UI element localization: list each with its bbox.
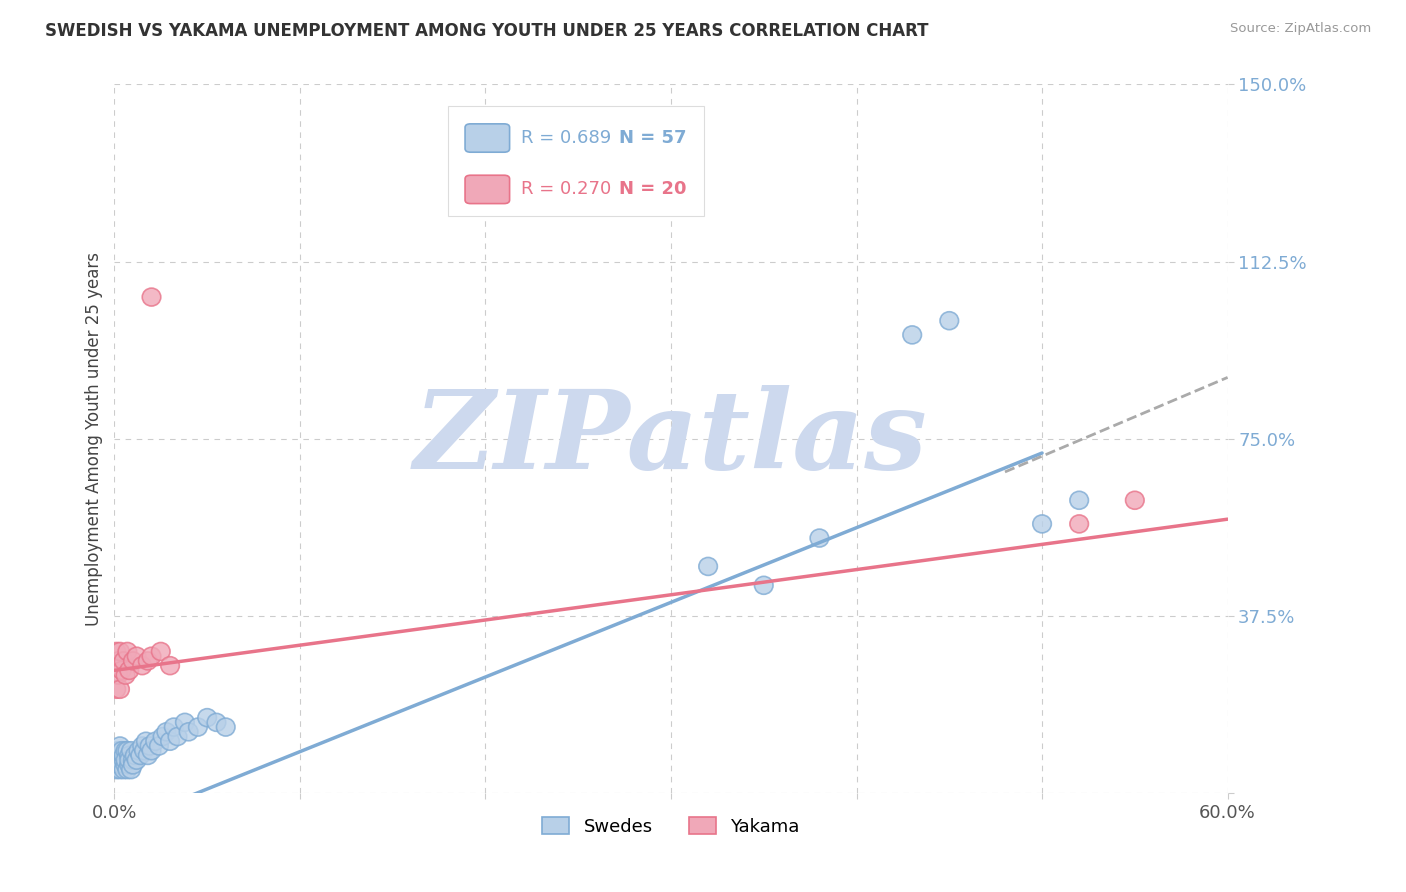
Ellipse shape xyxy=(157,723,176,740)
Legend: Swedes, Yakama: Swedes, Yakama xyxy=(534,810,807,843)
Ellipse shape xyxy=(111,761,129,779)
Text: ZIPatlas: ZIPatlas xyxy=(415,385,928,492)
Ellipse shape xyxy=(117,742,135,760)
Ellipse shape xyxy=(107,747,125,764)
Ellipse shape xyxy=(142,288,160,306)
Ellipse shape xyxy=(198,708,217,727)
Ellipse shape xyxy=(1126,491,1144,509)
Ellipse shape xyxy=(146,732,165,750)
Ellipse shape xyxy=(108,652,128,670)
Ellipse shape xyxy=(111,642,129,660)
Ellipse shape xyxy=(1070,515,1088,533)
Text: Source: ZipAtlas.com: Source: ZipAtlas.com xyxy=(1230,22,1371,36)
Ellipse shape xyxy=(903,326,921,343)
Ellipse shape xyxy=(134,657,152,674)
Ellipse shape xyxy=(139,747,157,764)
Ellipse shape xyxy=(129,742,148,760)
Ellipse shape xyxy=(122,761,141,779)
Ellipse shape xyxy=(112,756,131,774)
Text: R = 0.689: R = 0.689 xyxy=(520,129,612,147)
Text: N = 57: N = 57 xyxy=(619,129,686,147)
Ellipse shape xyxy=(122,742,141,760)
Ellipse shape xyxy=(120,661,139,680)
Ellipse shape xyxy=(142,648,160,665)
Ellipse shape xyxy=(120,756,139,774)
Ellipse shape xyxy=(111,737,129,755)
Ellipse shape xyxy=(117,751,135,769)
Ellipse shape xyxy=(139,652,157,670)
Ellipse shape xyxy=(111,756,129,774)
FancyBboxPatch shape xyxy=(465,175,509,203)
Ellipse shape xyxy=(125,747,143,764)
Ellipse shape xyxy=(699,558,717,575)
Ellipse shape xyxy=(135,742,153,760)
Ellipse shape xyxy=(128,648,146,665)
FancyBboxPatch shape xyxy=(465,124,509,153)
Text: R = 0.270: R = 0.270 xyxy=(520,180,612,198)
Ellipse shape xyxy=(755,576,773,594)
Ellipse shape xyxy=(118,642,136,660)
Text: SWEDISH VS YAKAMA UNEMPLOYMENT AMONG YOUTH UNDER 25 YEARS CORRELATION CHART: SWEDISH VS YAKAMA UNEMPLOYMENT AMONG YOU… xyxy=(45,22,928,40)
Ellipse shape xyxy=(180,723,198,740)
Ellipse shape xyxy=(118,742,136,760)
Ellipse shape xyxy=(1070,491,1088,509)
Ellipse shape xyxy=(112,661,131,680)
Ellipse shape xyxy=(136,732,155,750)
Ellipse shape xyxy=(810,529,828,547)
Ellipse shape xyxy=(114,751,134,769)
Ellipse shape xyxy=(120,751,139,769)
Ellipse shape xyxy=(117,756,135,774)
Ellipse shape xyxy=(114,747,134,764)
Ellipse shape xyxy=(141,737,159,755)
Ellipse shape xyxy=(107,681,125,698)
Ellipse shape xyxy=(111,747,129,764)
Ellipse shape xyxy=(124,652,142,670)
Ellipse shape xyxy=(941,311,959,330)
Ellipse shape xyxy=(124,751,142,769)
Ellipse shape xyxy=(160,732,180,750)
Ellipse shape xyxy=(142,742,160,760)
Ellipse shape xyxy=(108,742,128,760)
Text: N = 20: N = 20 xyxy=(619,180,686,198)
Ellipse shape xyxy=(160,657,180,674)
Ellipse shape xyxy=(112,751,131,769)
Ellipse shape xyxy=(153,728,172,746)
Ellipse shape xyxy=(107,761,125,779)
Ellipse shape xyxy=(165,718,183,736)
Ellipse shape xyxy=(118,761,136,779)
Ellipse shape xyxy=(108,756,128,774)
Ellipse shape xyxy=(111,681,129,698)
Ellipse shape xyxy=(108,666,128,684)
Ellipse shape xyxy=(114,761,134,779)
Ellipse shape xyxy=(188,718,207,736)
Ellipse shape xyxy=(149,737,169,755)
Ellipse shape xyxy=(169,728,187,746)
Ellipse shape xyxy=(107,642,125,660)
Ellipse shape xyxy=(108,751,128,769)
Ellipse shape xyxy=(217,718,235,736)
Y-axis label: Unemployment Among Youth under 25 years: Unemployment Among Youth under 25 years xyxy=(86,252,103,626)
Ellipse shape xyxy=(1033,515,1052,533)
Ellipse shape xyxy=(128,751,146,769)
FancyBboxPatch shape xyxy=(449,106,704,216)
Ellipse shape xyxy=(176,714,194,731)
Ellipse shape xyxy=(131,747,149,764)
Ellipse shape xyxy=(120,747,139,764)
Ellipse shape xyxy=(112,742,131,760)
Ellipse shape xyxy=(152,642,170,660)
Ellipse shape xyxy=(207,714,226,731)
Ellipse shape xyxy=(114,652,134,670)
Ellipse shape xyxy=(124,756,142,774)
Ellipse shape xyxy=(134,737,152,755)
Ellipse shape xyxy=(117,666,135,684)
